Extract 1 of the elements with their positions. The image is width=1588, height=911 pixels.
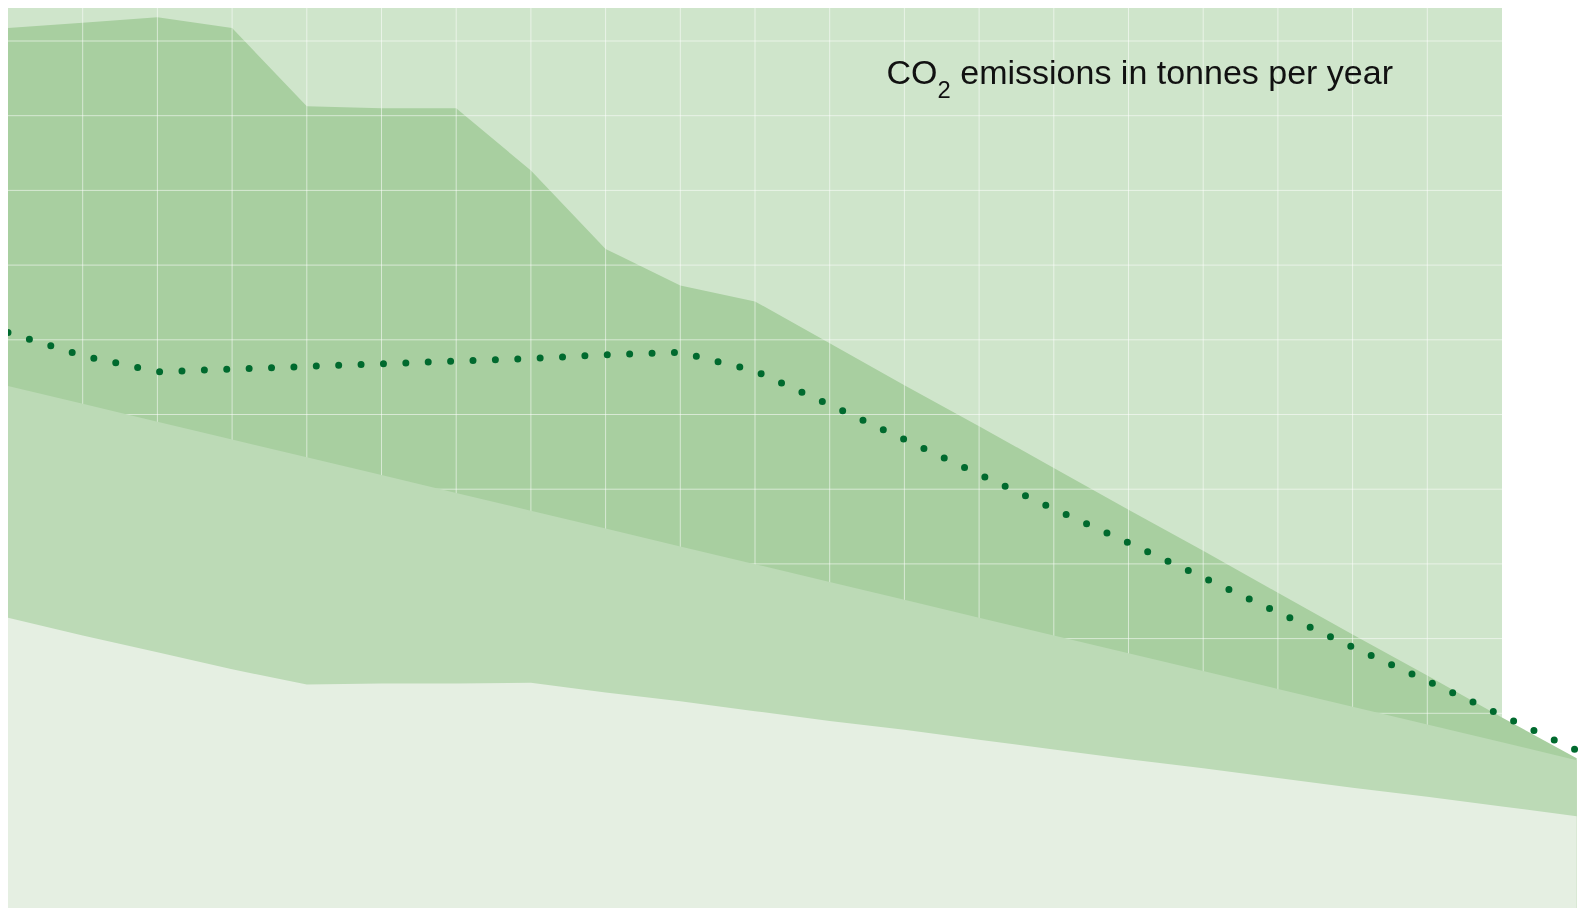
text: CO$_{2}$ emissions in tonnes per year bbox=[886, 53, 1393, 103]
